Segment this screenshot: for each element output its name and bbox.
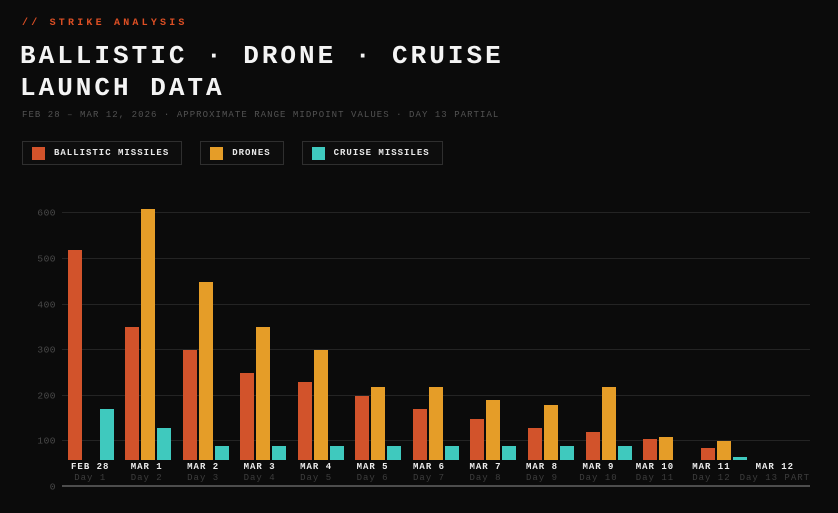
y-tick-label-600: 600 (37, 207, 56, 219)
x-label-cell-mar-8: MAR 8 Day 9 (514, 460, 570, 485)
legend: BALLISTIC MISSILES DRONES CRUISE MISSILES (22, 141, 443, 165)
x-day-label: Day 9 (525, 473, 558, 483)
x-label-cell-mar-5: MAR 5 Day 6 (344, 460, 400, 485)
bar-group-mar-4 (292, 195, 350, 487)
launch-bar-chart: 0 100 200 300 400 500 600 FEB 28 Day 1 MAR 1 Day … (0, 195, 838, 493)
x-day-label: Day 7 (413, 473, 446, 483)
x-date-label: MAR 5 (356, 462, 389, 472)
x-day-label: Day 8 (469, 473, 502, 483)
legend-item-label: DRONES (232, 148, 271, 158)
x-day-label: Day 2 (130, 473, 163, 483)
bar-group-mar-7 (465, 195, 523, 487)
x-day-label: Day 10 (579, 473, 618, 483)
bar-group-mar-10 (637, 195, 695, 487)
x-date-label: MAR 2 (187, 462, 220, 472)
x-label-cell-mar-6: MAR 6 Day 7 (401, 460, 457, 485)
x-date-label: MAR 7 (469, 462, 502, 472)
x-label-cell-feb-28: FEB 28 Day 1 (62, 460, 118, 485)
x-label-cell-mar-10: MAR 10 Day 11 (627, 460, 683, 485)
legend-swatch-icon (311, 146, 325, 160)
page-title-line2: LAUNCH DATA (20, 73, 225, 103)
x-axis-labels: FEB 28 Day 1 MAR 1 Day 2 MAR 2 Day 3 MAR 3 Day … (62, 460, 810, 485)
y-tick-label-500: 500 (37, 253, 56, 265)
x-day-label: Day 13 PART (739, 473, 811, 483)
bar-ballistic-missiles-mar-1 (125, 327, 140, 487)
x-date-label: MAR 10 (635, 462, 675, 472)
x-date-label: MAR 1 (130, 462, 163, 472)
page-title: BALLISTIC · DRONE · CRUISE LAUNCH DATA (20, 40, 504, 104)
gridline-500 (62, 257, 810, 259)
x-label-cell-mar-1: MAR 1 Day 2 (118, 460, 174, 485)
x-label-cell-mar-12: MAR 12 Day 13 PART (740, 460, 810, 485)
bar-ballistic-missiles-mar-2 (182, 350, 197, 487)
x-label-cell-mar-11: MAR 11 Day 12 (683, 460, 739, 485)
bar-groups (62, 195, 810, 487)
bar-drones-mar-1 (141, 208, 156, 487)
bar-group-mar-6 (407, 195, 465, 487)
x-day-label: Day 12 (692, 473, 731, 483)
x-day-label: Day 3 (187, 473, 220, 483)
bar-group-mar-11 (695, 195, 753, 487)
x-day-label: Day 5 (300, 473, 333, 483)
x-date-label: MAR 9 (582, 462, 615, 472)
gridline-300 (62, 349, 810, 351)
x-day-label: Day 11 (635, 473, 675, 483)
x-day-label: Day 4 (243, 473, 276, 483)
x-label-cell-mar-2: MAR 2 Day 3 (175, 460, 231, 485)
bar-group-mar-12 (752, 195, 810, 487)
bar-group-mar-2 (177, 195, 235, 487)
x-day-label: Day 1 (74, 473, 107, 483)
legend-item-ballistic-missiles[interactable]: BALLISTIC MISSILES (22, 141, 183, 165)
plot-area: FEB 28 Day 1 MAR 1 Day 2 MAR 2 Day 3 MAR 3 Day … (62, 195, 810, 487)
gridline-600 (62, 212, 810, 214)
y-tick-label-400: 400 (37, 299, 56, 310)
x-label-cell-mar-7: MAR 7 Day 8 (457, 460, 513, 485)
legend-item-label: CRUISE MISSILES (333, 148, 430, 158)
bar-group-mar-5 (350, 195, 408, 487)
bar-drones-mar-2 (198, 281, 213, 487)
page-subtitle: FEB 28 – MAR 12, 2026 · APPROXIMATE RANG… (22, 110, 500, 120)
y-tick-label-100: 100 (37, 435, 56, 447)
gridline-400 (62, 303, 810, 305)
bar-group-mar-9 (580, 195, 638, 487)
legend-swatch-icon (210, 146, 224, 160)
bar-ballistic-missiles-feb-28 (67, 249, 82, 487)
bar-group-mar-8 (522, 195, 580, 487)
bar-group-feb-28 (62, 195, 120, 487)
x-date-label: MAR 12 (755, 462, 795, 472)
x-date-label: MAR 11 (692, 462, 731, 472)
bar-group-mar-1 (120, 195, 178, 487)
x-date-label: MAR 3 (243, 462, 276, 472)
x-date-label: FEB 28 (71, 462, 110, 472)
bar-drones-mar-3 (256, 327, 271, 487)
x-date-label: MAR 6 (413, 462, 446, 472)
x-date-label: MAR 8 (525, 462, 558, 472)
legend-item-cruise-missiles[interactable]: CRUISE MISSILES (301, 141, 443, 165)
y-axis: 0 100 200 300 400 500 600 (0, 195, 56, 493)
legend-item-label: BALLISTIC MISSILES (54, 148, 170, 158)
x-day-label: Day 6 (356, 473, 389, 483)
y-tick-label-0: 0 (49, 481, 56, 493)
bar-group-mar-3 (235, 195, 293, 487)
bar-ballistic-missiles-mar-3 (240, 372, 255, 487)
legend-swatch-icon (32, 146, 45, 160)
bar-drones-mar-4 (313, 350, 328, 487)
x-label-cell-mar-3: MAR 3 Day 4 (231, 460, 287, 485)
x-label-cell-mar-4: MAR 4 Day 5 (288, 460, 344, 485)
x-axis-line (62, 485, 810, 487)
x-date-label: MAR 4 (300, 462, 333, 472)
y-tick-label-300: 300 (37, 344, 56, 356)
x-label-cell-mar-9: MAR 9 Day 10 (570, 460, 626, 485)
eyebrow-label: // STRIKE ANALYSIS (22, 18, 188, 29)
y-tick-label-200: 200 (37, 390, 56, 402)
legend-item-drones[interactable]: DRONES (200, 141, 284, 165)
page-title-line1: BALLISTIC · DRONE · CRUISE (20, 41, 504, 71)
